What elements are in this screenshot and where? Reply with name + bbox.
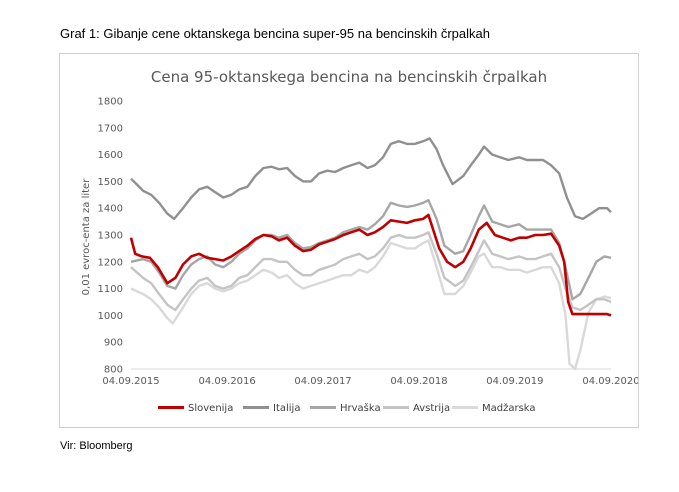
x-tick-label: 04.09.2020: [582, 376, 638, 387]
y-tick-label: 1200: [98, 257, 123, 268]
legend: Slovenija Italija Hrvaška Avstrija Madžarska: [158, 402, 536, 414]
y-tick-label: 800: [104, 365, 123, 376]
source-note: Vir: Bloomberg: [60, 440, 133, 452]
series-line-hrvaška: [130, 198, 612, 301]
x-axis-ticks: 04.09.2015 04.09.2016 04.09.2017 04.09.2018…: [102, 376, 638, 387]
series-line-italija: [130, 137, 612, 221]
y-tick-label: 1800: [98, 97, 123, 108]
legend-label-italija: Italija: [273, 403, 300, 414]
chart-frame: Cena 95-oktanskega bencina na bencinskih…: [59, 53, 639, 428]
x-tick-label: 04.09.2015: [102, 376, 159, 387]
x-tick-label: 04.09.2019: [486, 376, 543, 387]
series-line-madžarska: [130, 239, 612, 371]
y-tick-label: 1300: [98, 231, 123, 242]
y-tick-label: 1000: [98, 311, 123, 322]
y-tick-label: 1500: [98, 177, 123, 188]
legend-label-slovenija: Slovenija: [188, 403, 233, 414]
y-axis-ticks: 800 900 1000 1100 1200 1300 1400 1500 1600 1700 18…: [98, 97, 123, 376]
x-tick-label: 04.09.2018: [390, 376, 447, 387]
series-line-slovenija: [129, 213, 612, 317]
y-tick-label: 1700: [98, 123, 123, 134]
figure-caption: Graf 1: Gibanje cene oktanskega bencina …: [60, 26, 490, 41]
legend-label-madžarska: Madžarska: [482, 402, 536, 414]
y-tick-label: 1600: [98, 150, 123, 161]
series-line-avstrija: [130, 231, 612, 312]
y-tick-label: 1100: [98, 284, 123, 295]
legend-label-avstrija: Avstrija: [413, 403, 450, 414]
line-chart: Cena 95-oktanskega bencina na bencinskih…: [81, 68, 638, 414]
y-tick-label: 900: [104, 338, 123, 349]
legend-label-hrvaška: Hrvaška: [340, 402, 381, 414]
y-axis-label: 0,01 evroc-enta za liter: [81, 178, 92, 296]
chart-title: Cena 95-oktanskega bencina na bencinskih…: [151, 68, 547, 86]
y-tick-label: 1400: [98, 204, 123, 215]
x-tick-label: 04.09.2016: [199, 376, 256, 387]
x-tick-label: 04.09.2017: [294, 376, 351, 387]
series-lines: [129, 137, 612, 371]
